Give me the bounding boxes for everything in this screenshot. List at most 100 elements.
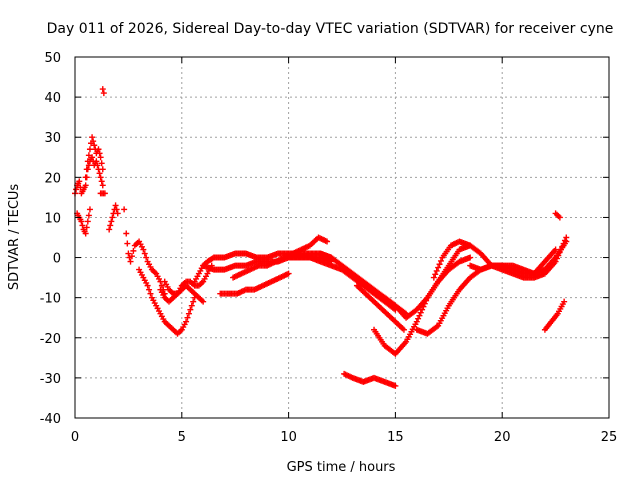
series-t22 (430, 234, 570, 281)
x-tick-label: 25 (601, 430, 618, 445)
data-point (417, 309, 424, 316)
data-point (86, 146, 93, 153)
data-point (83, 224, 90, 231)
data-point (84, 218, 91, 225)
series-t5 (106, 202, 121, 233)
data-point (121, 206, 128, 213)
data-point (561, 237, 568, 244)
series-t9 (157, 262, 215, 305)
data-point (185, 310, 192, 317)
data-point (108, 218, 115, 225)
data-point (436, 261, 443, 268)
data-point (415, 315, 422, 322)
data-point (141, 250, 148, 257)
data-point (82, 230, 89, 237)
data-point (114, 210, 121, 217)
x-tick-label: 0 (71, 430, 79, 445)
y-axis-label: SDTVAR / TECUs (7, 184, 22, 291)
series-t3 (99, 86, 107, 97)
data-point (123, 230, 130, 237)
data-point (552, 258, 559, 265)
data-point (124, 240, 131, 247)
data-point (555, 252, 562, 259)
data-point (285, 270, 292, 277)
data-point (84, 158, 91, 165)
data-point (99, 86, 106, 93)
data-point (82, 182, 89, 189)
data-point (324, 238, 331, 245)
data-point (467, 254, 474, 261)
data-point (437, 257, 444, 264)
data-point (416, 312, 423, 319)
data-point (100, 90, 107, 97)
data-point (130, 247, 137, 254)
data-point (143, 254, 150, 261)
y-tick-label: -10 (40, 292, 61, 307)
x-tick-label: 10 (280, 430, 297, 445)
y-tick-label: 40 (44, 91, 61, 106)
data-point (561, 298, 568, 305)
data-point (107, 222, 114, 229)
data-point (188, 302, 195, 309)
y-tick-label: -20 (40, 332, 61, 347)
grid (75, 57, 609, 418)
x-tick-label: 15 (387, 430, 404, 445)
data-point (97, 174, 104, 181)
series-t14 (230, 234, 331, 281)
data-point (101, 190, 108, 197)
x-axis-label: GPS time / hours (287, 460, 396, 475)
data-point (106, 226, 113, 233)
data-point (86, 206, 93, 213)
x-tick-label: 5 (178, 430, 186, 445)
data-point (85, 152, 92, 159)
data-point (85, 162, 92, 169)
data-point (98, 178, 105, 185)
data-point (112, 202, 119, 209)
data-point (82, 174, 89, 181)
data-point (89, 154, 96, 161)
series-t4 (97, 190, 108, 197)
data-point (99, 166, 106, 173)
y-tick-label: 10 (44, 211, 61, 226)
data-point (183, 318, 190, 325)
data-point (73, 186, 80, 193)
data-point (190, 298, 197, 305)
series-t24 (552, 210, 563, 221)
data-point (89, 134, 96, 141)
data-point (552, 246, 559, 253)
data-point (553, 255, 560, 262)
data-point (184, 314, 191, 321)
data-point (95, 146, 102, 153)
plot-frame (74, 56, 610, 419)
data-point (85, 212, 92, 219)
data-point (392, 382, 399, 389)
y-tick-label: -40 (40, 412, 61, 427)
series-t20 (381, 242, 474, 321)
data-point (563, 234, 570, 241)
data-point (146, 286, 153, 293)
data-point (96, 150, 103, 157)
data-point (200, 298, 207, 305)
y-tick-label: 0 (53, 252, 61, 267)
data-point (128, 253, 135, 260)
data-point (560, 240, 567, 247)
data-point (158, 282, 165, 289)
y-tick-label: 50 (44, 51, 61, 66)
data-point (430, 274, 437, 281)
data-point (113, 206, 120, 213)
series-t23 (467, 246, 559, 277)
series-t2 (82, 134, 106, 181)
data-point (91, 142, 98, 149)
y-tick-label: -30 (40, 372, 61, 387)
data-point (559, 243, 566, 250)
data-point (99, 182, 106, 189)
data-point (144, 282, 151, 289)
series-t25 (541, 298, 568, 333)
x-tick-label: 20 (494, 430, 511, 445)
data-point (413, 318, 420, 325)
data-point (79, 222, 86, 229)
data-point (419, 306, 426, 313)
data-point (96, 170, 103, 177)
data-point (140, 246, 147, 253)
